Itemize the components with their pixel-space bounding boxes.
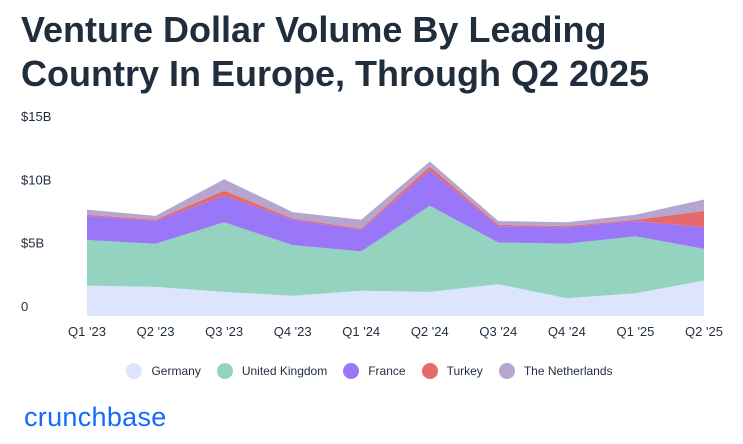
legend-swatch	[126, 363, 143, 379]
x-tick-label: Q4 '23	[274, 324, 312, 339]
legend-label: Turkey	[446, 364, 483, 378]
x-tick-label: Q1 '23	[68, 324, 106, 339]
legend-label: Germany	[151, 364, 201, 378]
legend-label: France	[368, 364, 406, 378]
legend-swatch	[216, 363, 233, 379]
x-tick-label: Q1 '25	[616, 324, 654, 339]
legend-label: United Kingdom	[241, 364, 328, 378]
x-tick-label: Q1 '24	[342, 324, 380, 339]
legend-item: The Netherlands	[498, 363, 613, 379]
x-tick-label: Q2 '25	[685, 324, 723, 339]
y-tick-label: $5B	[21, 236, 44, 251]
legend-item: Germany	[126, 363, 201, 379]
legend-swatch	[498, 363, 515, 379]
y-axis-ticks: $15B $10B $5B 0	[21, 109, 51, 314]
legend-swatch	[421, 363, 438, 379]
y-tick-label: 0	[21, 299, 28, 314]
area-series-turkey	[87, 166, 704, 230]
legend-label: The Netherlands	[523, 364, 613, 378]
area-series-germany	[87, 280, 704, 316]
area-series-united-kingdom	[87, 205, 704, 299]
legend-swatch	[343, 363, 360, 379]
legend: Germany United Kingdom France Turkey The Net…	[0, 363, 743, 379]
y-tick-label: $10B	[21, 172, 51, 187]
x-tick-label: Q4 '24	[548, 324, 586, 339]
x-axis-ticks: Q1 '23 Q2 '23 Q3 '23 Q4 '23 Q1 '24 Q2 '24 Q3 '…	[68, 324, 723, 339]
legend-item: United Kingdom	[216, 363, 328, 379]
area-series-the-netherlands	[87, 161, 704, 229]
chart-title: Venture Dollar Volume By Leading Country…	[21, 9, 650, 94]
area-series-france	[87, 170, 704, 252]
y-tick-label: $15B	[21, 109, 51, 124]
x-tick-label: Q3 '23	[205, 324, 243, 339]
crunchbase-logo: crunchbase	[24, 402, 167, 432]
area-chart: $15B$10B$5B0 Q1 '23 Q2 '23 Q3 '23 Q4 '23 Q1 …	[21, 109, 723, 339]
x-tick-label: Q2 '23	[137, 324, 175, 339]
area-layers	[87, 161, 704, 316]
legend-item: Turkey	[421, 363, 483, 379]
x-tick-label: Q3 '24	[479, 324, 517, 339]
legend-item: France	[343, 363, 406, 379]
x-tick-label: Q2 '24	[411, 324, 449, 339]
